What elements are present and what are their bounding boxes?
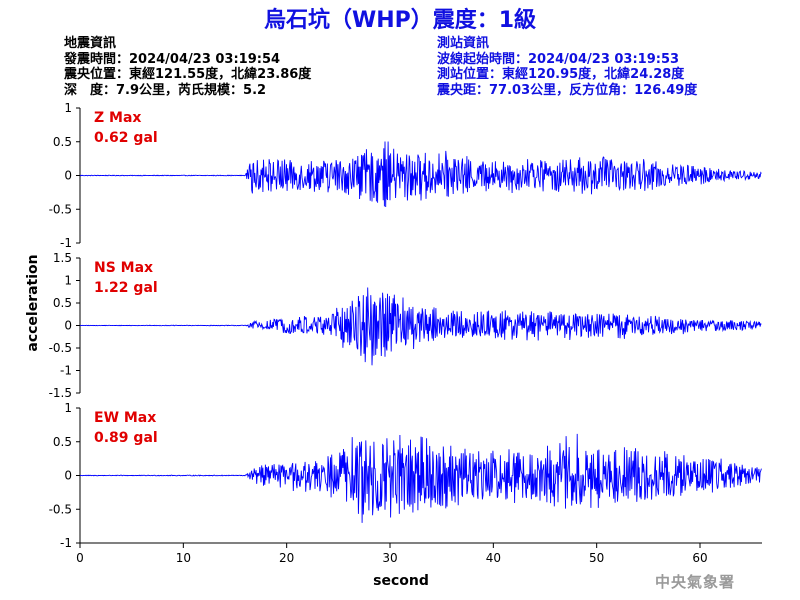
y-tick-label: -1 <box>60 536 72 550</box>
y-axis-title: acceleration <box>25 254 41 351</box>
waveform-trace-3 <box>80 433 762 523</box>
y-tick-label: 1 <box>64 274 72 288</box>
component-label: Z Max <box>94 110 141 126</box>
y-tick-label: -0.5 <box>49 202 72 216</box>
event-info-heading: 地震資訊 <box>64 36 117 51</box>
y-tick-label: -1 <box>60 236 72 250</box>
y-tick-label: 0 <box>64 169 72 183</box>
peak-value-label: 0.62 gal <box>94 130 158 146</box>
y-tick-label: -1.5 <box>49 386 72 400</box>
y-tick-label: -0.5 <box>49 502 72 516</box>
event-info: 地震資訊 發震時間：2024/04/23 03:19:54 震央位置：東經121… <box>64 36 311 98</box>
y-tick-label: 1 <box>64 101 72 115</box>
x-tick-label: 20 <box>279 551 294 565</box>
y-tick-label: -0.5 <box>49 341 72 355</box>
x-tick-label: 60 <box>692 551 707 565</box>
x-tick-label: 0 <box>76 551 84 565</box>
peak-value-label: 1.22 gal <box>94 280 158 296</box>
y-tick-label: 0.5 <box>53 435 72 449</box>
agency-credit: 中央氣象署 <box>655 573 736 591</box>
x-tick-label: 40 <box>486 551 501 565</box>
y-tick-label: 0.5 <box>53 296 72 310</box>
y-tick-label: -1 <box>60 364 72 378</box>
origin-time: 發震時間：2024/04/23 03:19:54 <box>64 51 281 67</box>
x-axis-title: second <box>373 573 429 589</box>
component-label: EW Max <box>94 410 156 426</box>
depth-magnitude: 深 度：7.9公里，芮氏規模：5.2 <box>64 82 267 98</box>
y-tick-label: 0 <box>64 319 72 333</box>
component-label: NS Max <box>94 260 153 276</box>
station-info: 測站資訊 波線起始時間：2024/04/23 03:19:53 測站位置：東經1… <box>437 36 697 98</box>
y-tick-label: 0 <box>64 469 72 483</box>
y-tick-label: 1 <box>64 401 72 415</box>
epicenter-location: 震央位置：東經121.55度，北緯23.86度 <box>64 67 312 82</box>
peak-value-label: 0.89 gal <box>94 430 158 446</box>
y-tick-label: 1.5 <box>53 251 72 265</box>
epicentral-distance: 震央距：77.03公里，反方位角：126.49度 <box>437 82 698 98</box>
chart-title: 烏石坑（WHP）震度：1級 <box>263 8 537 33</box>
x-tick-label: 10 <box>176 551 191 565</box>
waveform-trace-1 <box>79 141 762 208</box>
waveform-trace-2 <box>79 287 762 366</box>
station-info-heading: 測站資訊 <box>437 36 490 51</box>
y-tick-label: 0.5 <box>53 135 72 149</box>
x-tick-label: 50 <box>589 551 604 565</box>
wave-start-time: 波線起始時間：2024/04/23 03:19:53 <box>437 51 680 67</box>
station-location: 測站位置：東經120.95度，北緯24.28度 <box>437 67 685 82</box>
x-tick-label: 30 <box>382 551 397 565</box>
